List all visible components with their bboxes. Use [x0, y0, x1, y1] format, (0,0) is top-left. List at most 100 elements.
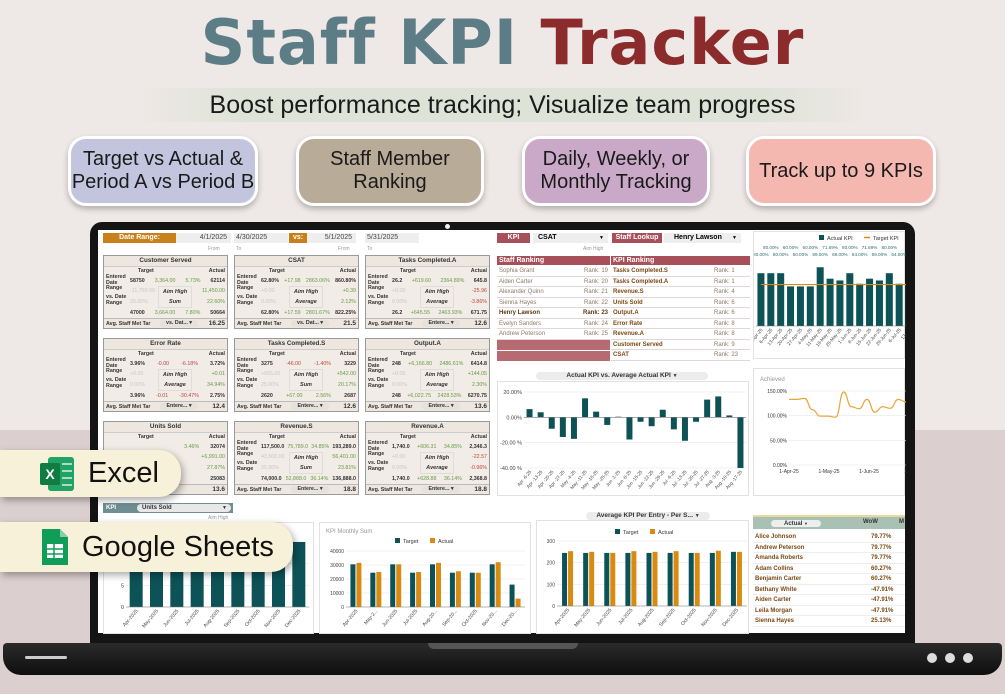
target-value-b: 3.96% [130, 393, 146, 399]
entered-row: 62.80% +17.98 2863.06% 860.80% [261, 278, 356, 284]
compare-dropdown[interactable]: Entere... ▾ [422, 486, 460, 493]
target-header: Target [138, 268, 154, 274]
wow-row[interactable]: Alice Johnson 79.77% [753, 532, 905, 543]
staff-ranking-row[interactable]: Sophia Grant Rank: 19 [497, 266, 610, 277]
from-caption: From [338, 246, 350, 252]
bar-actual-kpi [836, 280, 844, 326]
vs-average-dropdown[interactable]: Actual KPI vs. Average Actual KPI ▼ [536, 372, 708, 380]
staff-ranking-row[interactable]: Henry Lawson Rank: 23 [497, 308, 610, 319]
kpi-ranking-row[interactable]: Units Sold Rank: 6 [611, 298, 750, 308]
diff-value: +606.31 [417, 444, 437, 450]
actual-period-diff: 11,450.00 [201, 288, 225, 294]
staff-ranking-row[interactable]: Aiden Carter Rank: 20 [497, 277, 610, 287]
wow-row[interactable]: Aiden Carter -47.91% [753, 595, 905, 606]
metric-dropdown[interactable]: Actual ▼ [771, 520, 821, 527]
actual-header: Actual [208, 268, 225, 274]
diff-pct: 2486.61% [439, 361, 464, 367]
actual-value-b: 50664 [210, 310, 225, 316]
diff-value: -46.00 [285, 361, 302, 367]
actual-period-diff: +6,991.00 [201, 454, 225, 460]
wow-row[interactable]: Andrew Peterson 79.77% [753, 543, 905, 553]
compare-dropdown[interactable]: Entere... ▾ [291, 403, 329, 410]
period-b-to[interactable]: 5/31/2025 [365, 233, 419, 243]
period-a-from[interactable]: 4/1/2025 [176, 233, 231, 243]
kpi-ranking-row[interactable]: Tasks Completed.S Rank: 1 [611, 266, 750, 277]
avg-met-target-value: 12.6 [474, 320, 487, 327]
entered-range-label: Entered Date Range [237, 274, 257, 291]
compare-dropdown[interactable]: Entere... ▾ [291, 486, 329, 493]
kpi-ranking-row[interactable]: Revenue.A Rank: 8 [611, 329, 750, 340]
compare-dropdown[interactable]: Entere... ▾ [422, 320, 460, 327]
wow-row[interactable]: Sienna Hayes 25.13% [753, 616, 905, 627]
compare-dropdown[interactable]: vs. Dat... ▾ [160, 320, 198, 327]
dot-icon [927, 653, 937, 663]
kpi-ranking-row[interactable]: Output.A Rank: 6 [611, 308, 750, 319]
dot-icon [963, 653, 973, 663]
staff-ranking-row[interactable]: Andrew Peterson Rank: 25 [497, 329, 610, 340]
compare-dropdown[interactable]: vs. Dat... ▾ [291, 320, 329, 327]
data-label: 64.00% [852, 252, 868, 257]
bar-actual [376, 572, 382, 607]
staff-ranking-row[interactable]: Sienna Hayes Rank: 22 [497, 298, 610, 308]
actual-period-diff: +0.01 [211, 371, 225, 377]
actual-value: 645.8 [473, 278, 487, 284]
kpi-ranking-row[interactable]: Error Rate Rank: 8 [611, 319, 750, 329]
aim-method-box: Aim High Sum [158, 286, 192, 308]
kpi-select[interactable]: CSAT ▼ [533, 233, 608, 243]
x-tick-label: Dec-2025 [284, 608, 303, 629]
wow-row[interactable]: Bethany White -47.91% [753, 585, 905, 595]
kpi-ranking-row[interactable]: CSAT Rank: 23 [611, 350, 750, 361]
footer-label: Avg. Staff Met Tar [368, 487, 413, 493]
excel-icon: X [40, 456, 74, 491]
per-entry-dropdown[interactable]: Average KPI Per Entry - Per S... ▼ [586, 512, 710, 520]
x-tick-label: Nov-2025 [700, 607, 719, 628]
actual-period-pct: 20.17% [338, 382, 356, 388]
vs-range-label: vs. Date Range [237, 460, 258, 472]
wow-row[interactable]: Adam Collins 60.27% [753, 564, 905, 574]
bar-actual [356, 562, 362, 607]
bar-actual [673, 551, 679, 606]
compare-dropdown[interactable]: Entere... ▾ [160, 403, 198, 410]
chart-title: KPI Monthly Sum [326, 529, 372, 535]
bar-target [390, 564, 396, 607]
period-a-to[interactable]: 4/30/2025 [234, 233, 288, 243]
actual-period-diff: +0.39 [342, 288, 356, 294]
staff-lookup-label: Staff Lookup [612, 233, 662, 243]
vs-range-label: vs. Date Range [106, 294, 127, 306]
staff-ranking-row[interactable]: Alexander Quinn Rank: 21 [497, 287, 610, 298]
kpi-ranking-row[interactable]: Customer Served Rank: 9 [611, 340, 750, 350]
y-tick-label: 200 [547, 561, 556, 567]
bar-actual [396, 564, 402, 607]
wow-row[interactable]: Leila Morgan -47.91% [753, 606, 905, 616]
target-header: Target [138, 434, 154, 440]
actual-value-b: 2687 [344, 393, 356, 399]
kpi-card-footer: Avg. Staff Met Tar Entere... ▾ 13.6 [366, 401, 489, 411]
x-tick-label: Nov-2025 [263, 608, 282, 629]
diff-value: 75,789.0 [287, 444, 309, 450]
kpi-ranking-row[interactable]: Tasks Completed.A Rank: 1 [611, 277, 750, 287]
staff-select[interactable]: Henry Lawson ▼ [664, 233, 741, 243]
kpi-card-footer: Avg. Staff Met Tar Entere... ▾ 12.4 [104, 401, 227, 411]
diff-pct: 2364.89% [440, 278, 465, 284]
bar-value [615, 416, 622, 418]
bottom-kpi-select[interactable]: Units Sold ▼ [137, 504, 231, 512]
kpi-ranking-row[interactable]: Revenue.S Rank: 4 [611, 287, 750, 298]
bar-target [350, 564, 356, 607]
data-label: 71.69% [862, 245, 878, 250]
wow-row[interactable]: Benjamin Carter 60.27% [753, 574, 905, 585]
period-b-from[interactable]: 5/1/2025 [307, 233, 356, 243]
kpi-card-title: Units Sold [104, 422, 227, 433]
actual-value-b: 2.75% [209, 393, 225, 399]
data-label: 60.00% [803, 245, 819, 250]
vs-range-label: vs. Date Range [237, 377, 258, 389]
vs-range-label: vs. Date Range [237, 294, 258, 306]
staff-ranking-row[interactable]: Evelyn Sanders Rank: 24 [497, 319, 610, 329]
target-value-b: 74,000.0 [261, 476, 282, 482]
target-value: 26.2 [392, 278, 403, 284]
bar-actual [436, 562, 441, 607]
wow-row[interactable]: Amanda Roberts 79.77% [753, 553, 905, 564]
compare-dropdown[interactable]: Entere... ▾ [422, 403, 460, 410]
actual-value: 6414.8 [470, 361, 487, 367]
target-value: 248 [392, 361, 401, 367]
actual-header: Actual [208, 351, 225, 357]
